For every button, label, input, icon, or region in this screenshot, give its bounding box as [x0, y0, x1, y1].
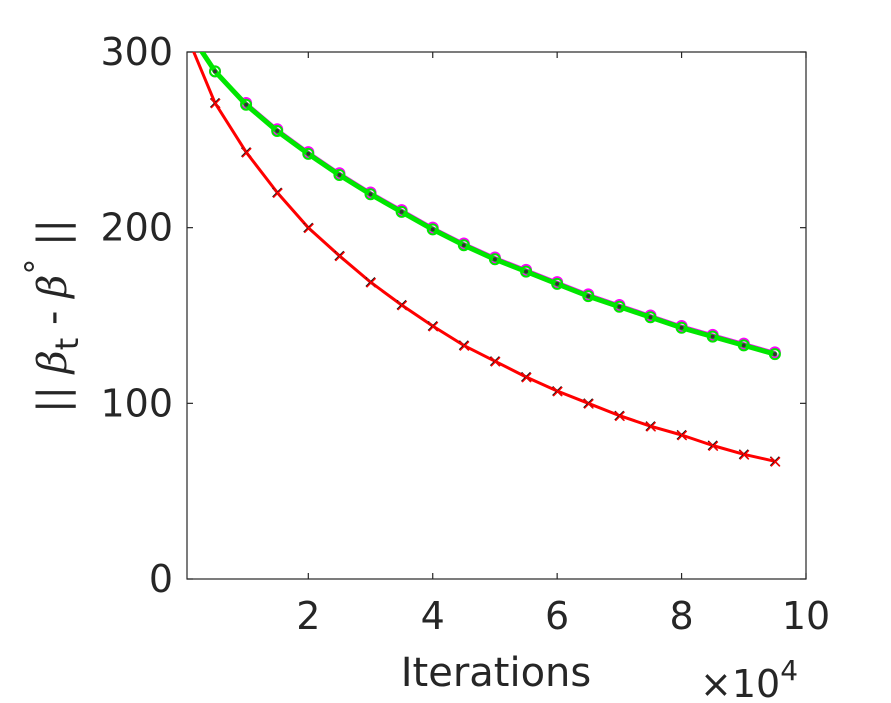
data-point-marker-center	[524, 269, 529, 274]
x-axis-label: Iterations	[401, 650, 592, 696]
data-point-marker-color	[428, 321, 439, 332]
series-group	[199, 52, 781, 361]
data-point-marker	[364, 188, 377, 201]
x-tick-label: 4	[421, 594, 445, 638]
exponent-base: 10	[732, 662, 780, 703]
y-axis-label: || βt - β° ||	[18, 219, 86, 413]
y-tick-label: 100	[100, 381, 173, 425]
data-point-marker	[768, 348, 781, 361]
data-point-marker-center	[555, 281, 560, 286]
data-point-marker-center	[337, 172, 342, 177]
y-tick-label: 200	[100, 206, 173, 250]
exponent-times: ×	[700, 662, 732, 703]
data-point-marker-center	[212, 69, 217, 74]
ylabel-bars-left: ||	[30, 386, 76, 413]
data-point-marker-color	[521, 372, 532, 383]
data-point-marker	[395, 205, 408, 218]
x-tick-label: 8	[669, 594, 693, 638]
y-tick-label: 0	[149, 557, 173, 601]
data-point-marker-center	[399, 209, 404, 214]
data-point-marker-center	[679, 325, 684, 330]
data-point-marker	[240, 98, 253, 111]
data-point-marker-center	[648, 315, 653, 320]
data-point-marker-color	[272, 188, 283, 199]
series-line	[192, 52, 777, 463]
svg-text:|| βt - β° ||: || βt - β° ||	[18, 219, 86, 413]
data-point-marker	[520, 265, 533, 278]
data-point-marker-center	[710, 334, 715, 339]
data-point-marker-center	[586, 294, 591, 299]
data-point-marker-color	[459, 340, 470, 351]
ylabel-subscript: t	[48, 338, 86, 351]
data-point-marker-color	[677, 430, 688, 441]
data-point-marker-color	[397, 300, 408, 311]
data-point-marker-center	[617, 304, 622, 309]
data-point-marker	[426, 223, 439, 236]
ylabel-bars-right: ||	[30, 219, 76, 246]
data-point-marker	[737, 339, 750, 352]
data-point-marker	[582, 290, 595, 303]
data-point-marker	[271, 125, 284, 138]
data-point-marker-center	[306, 151, 311, 156]
data-point-marker-color	[614, 411, 625, 422]
data-point-marker	[457, 239, 470, 252]
data-point-marker	[208, 65, 221, 78]
ylabel-beta-ref: β	[30, 275, 76, 300]
data-point-marker-center	[772, 352, 777, 357]
data-point-marker-center	[461, 243, 466, 248]
data-point-marker-color	[770, 456, 781, 467]
ylabel-minus: -	[30, 311, 76, 325]
data-point-marker-center	[492, 257, 497, 262]
data-point-marker-color	[552, 386, 563, 397]
data-point-marker-color	[303, 223, 314, 234]
data-point-marker-color	[366, 277, 377, 288]
exponent-power: 4	[780, 654, 798, 687]
data-point-marker	[302, 147, 315, 160]
data-point-marker-color	[210, 98, 221, 109]
series-layer	[192, 52, 781, 467]
x-tick-label: 10	[782, 594, 830, 638]
data-point-marker	[551, 277, 564, 290]
data-point-marker	[644, 311, 657, 324]
data-point-marker-center	[741, 343, 746, 348]
data-point-marker-color	[646, 421, 657, 432]
data-point-marker	[675, 321, 688, 334]
data-point-marker-center	[244, 102, 249, 107]
data-point-marker-color	[708, 441, 719, 452]
data-point-marker-color	[583, 398, 594, 409]
data-point-marker	[706, 330, 719, 343]
data-point-marker	[613, 300, 626, 313]
data-point-marker-color	[490, 356, 501, 367]
data-point-marker-color	[335, 251, 346, 262]
y-tick-label: 300	[100, 30, 173, 74]
x-axis-exponent: ×104	[700, 654, 798, 703]
data-point-marker-center	[430, 227, 435, 232]
data-point-marker	[488, 253, 501, 266]
data-point-marker-center	[275, 129, 280, 134]
axis-ticks	[187, 51, 807, 580]
ylabel-beta: β	[30, 350, 76, 375]
series-group	[192, 52, 781, 467]
data-point-marker	[333, 168, 346, 181]
data-point-marker-color	[739, 449, 750, 460]
plot-area	[186, 51, 807, 580]
x-tick-label: 2	[296, 594, 320, 638]
ylabel-superscript: °	[18, 259, 56, 275]
x-tick-label: 6	[545, 594, 569, 638]
data-point-marker-color	[241, 147, 252, 158]
data-point-marker-center	[368, 192, 373, 197]
